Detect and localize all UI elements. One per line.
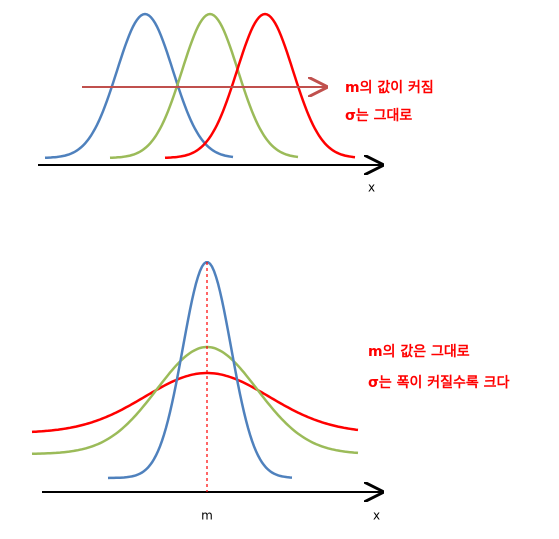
density-curve <box>44 12 234 160</box>
axis-label: x <box>368 181 375 195</box>
density-curve <box>107 260 293 480</box>
annotation: σ는 그대로 <box>345 108 412 124</box>
annotation: m의 값이 커짐 <box>345 79 434 96</box>
density-curve <box>31 371 359 434</box>
annotation: m의 값은 그대로 <box>368 343 470 360</box>
density-curve <box>164 12 356 160</box>
density-curve <box>31 345 359 456</box>
annotation: σ는 폭이 커질수록 크다 <box>368 374 510 391</box>
density-curve <box>109 12 299 160</box>
mean-label: m <box>201 509 213 523</box>
axis-label: x <box>373 509 380 523</box>
curves <box>31 12 359 480</box>
